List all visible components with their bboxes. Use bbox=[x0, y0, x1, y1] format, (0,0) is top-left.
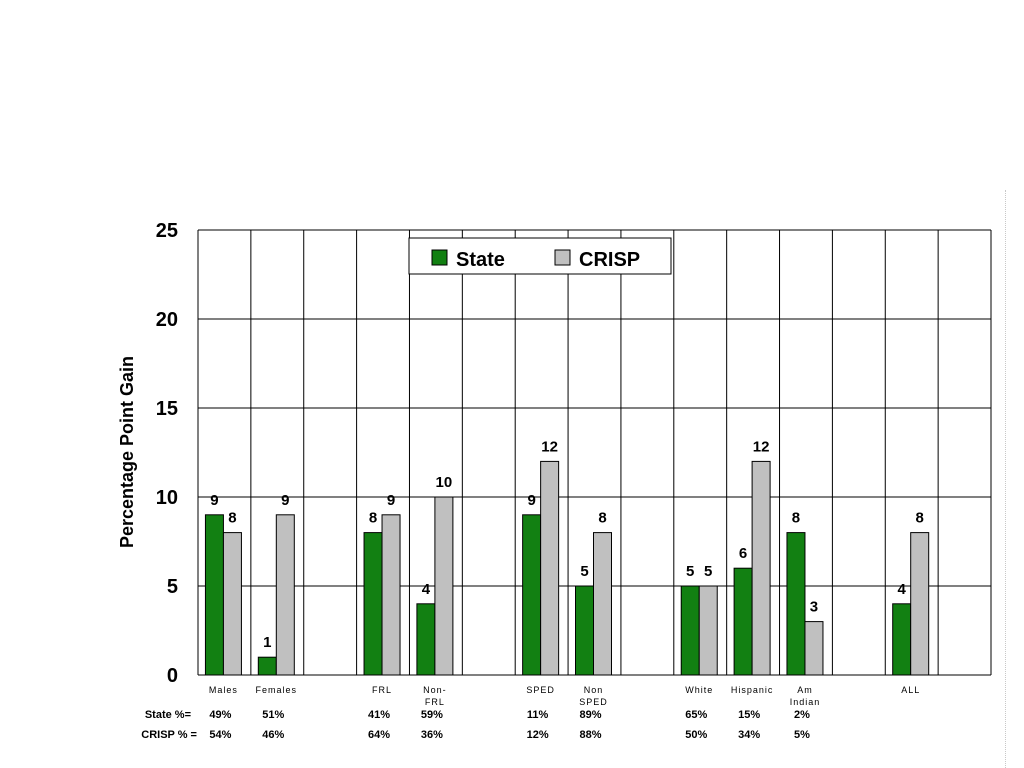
table-cell: 88% bbox=[579, 729, 601, 741]
y-tick-label: 5 bbox=[167, 576, 178, 598]
bar-state bbox=[575, 585, 594, 676]
x-category-label-line2: FRL bbox=[425, 697, 445, 707]
x-category-label-line2: SPED bbox=[579, 697, 608, 707]
table-cell: 15% bbox=[738, 709, 760, 721]
data-label-crisp: 8 bbox=[228, 510, 236, 527]
bar-crisp bbox=[593, 532, 612, 676]
table-cell: 5% bbox=[794, 729, 810, 741]
table-cell: 49% bbox=[209, 709, 231, 721]
y-tick-label: 20 bbox=[156, 309, 178, 331]
data-label-state: 9 bbox=[210, 492, 218, 509]
y-tick-label: 15 bbox=[156, 398, 178, 420]
percent-table: State %= 49% 51% 41% 59% 11% 89% 65% 15% 2% CRISP … bbox=[141, 709, 810, 741]
bar-crisp bbox=[540, 460, 560, 676]
legend-label-state: State bbox=[456, 249, 505, 271]
data-label-crisp: 8 bbox=[598, 510, 606, 527]
bars bbox=[204, 460, 930, 676]
table-cell: 65% bbox=[685, 709, 707, 721]
data-label-state: 8 bbox=[369, 510, 377, 527]
data-label-state: 9 bbox=[527, 492, 535, 509]
x-category-label: Males bbox=[209, 685, 238, 695]
table-row-label: CRISP % = bbox=[141, 729, 197, 741]
data-label-crisp: 9 bbox=[387, 492, 395, 509]
x-category-label: SPED bbox=[526, 685, 555, 695]
bar-crisp bbox=[275, 514, 295, 676]
table-cell: 51% bbox=[262, 709, 284, 721]
table-cell: 12% bbox=[527, 729, 549, 741]
slide-edge-rule bbox=[1005, 190, 1006, 768]
data-label-crisp: 3 bbox=[810, 599, 818, 616]
table-cell: 46% bbox=[262, 729, 284, 741]
legend-label-crisp: CRISP bbox=[579, 249, 640, 271]
x-category-label: Hispanic bbox=[731, 685, 774, 695]
x-category-label: ALL bbox=[901, 685, 920, 695]
data-label-crisp: 12 bbox=[753, 438, 770, 455]
y-tick-label: 10 bbox=[156, 487, 178, 509]
bar-state bbox=[204, 514, 224, 676]
bar-state bbox=[733, 567, 753, 676]
table-cell: 50% bbox=[685, 729, 707, 741]
bar-state bbox=[892, 603, 912, 676]
legend-box bbox=[408, 237, 672, 275]
data-label-state: 1 bbox=[263, 634, 271, 651]
x-category-label-line2: Indian bbox=[790, 697, 821, 707]
x-category-label: White bbox=[685, 685, 713, 695]
bar-crisp bbox=[434, 496, 454, 676]
y-tick-label: 0 bbox=[167, 665, 178, 687]
data-label-crisp: 5 bbox=[704, 563, 712, 580]
x-category-label: Females bbox=[256, 685, 298, 695]
table-cell: 64% bbox=[368, 729, 390, 741]
data-label-state: 4 bbox=[422, 581, 431, 598]
data-label-crisp: 10 bbox=[436, 474, 453, 491]
bar-crisp bbox=[910, 532, 930, 676]
legend-swatch-state bbox=[431, 249, 448, 266]
y-axis-label: Percentage Point Gain bbox=[117, 356, 137, 548]
x-category-label: Non bbox=[584, 685, 604, 695]
x-axis-categories: Males Females FRL Non- FRL SPED Non SPED White Hi… bbox=[209, 685, 920, 707]
bar-crisp bbox=[222, 532, 242, 676]
x-category-label: Am bbox=[797, 685, 813, 695]
data-label-crisp: 12 bbox=[541, 438, 558, 455]
data-label-state: 5 bbox=[580, 563, 588, 580]
bar-crisp bbox=[804, 621, 824, 676]
table-cell: 41% bbox=[368, 709, 390, 721]
bar-state bbox=[363, 532, 383, 676]
data-label-state: 6 bbox=[739, 545, 747, 562]
table-cell: 2% bbox=[794, 709, 810, 721]
y-tick-label: 25 bbox=[156, 220, 178, 242]
bar-state bbox=[680, 585, 700, 676]
data-label-state: 8 bbox=[792, 510, 800, 527]
bar-state bbox=[257, 656, 277, 676]
bar-state bbox=[786, 532, 806, 676]
table-cell: 34% bbox=[738, 729, 760, 741]
table-cell: 59% bbox=[421, 709, 443, 721]
data-label-crisp: 8 bbox=[916, 510, 924, 527]
legend: State CRISP bbox=[408, 237, 672, 275]
bar-state bbox=[416, 603, 436, 676]
data-label-state: 4 bbox=[898, 581, 907, 598]
bar-crisp bbox=[698, 585, 718, 676]
x-category-label: Non- bbox=[423, 685, 447, 695]
legend-swatch-crisp bbox=[554, 249, 571, 266]
table-row-label: State %= bbox=[145, 709, 191, 721]
y-axis-ticks: 0 5 10 15 20 25 bbox=[156, 220, 178, 687]
table-cell: 54% bbox=[209, 729, 231, 741]
bar-crisp bbox=[381, 514, 401, 676]
table-cell: 11% bbox=[527, 709, 549, 721]
bar-crisp bbox=[751, 460, 771, 676]
x-category-label: FRL bbox=[372, 685, 392, 695]
table-cell: 89% bbox=[579, 709, 601, 721]
data-label-state: 5 bbox=[686, 563, 694, 580]
bar-state bbox=[522, 514, 542, 676]
table-cell: 36% bbox=[421, 729, 443, 741]
grid bbox=[197, 229, 992, 676]
data-label-crisp: 9 bbox=[281, 492, 289, 509]
